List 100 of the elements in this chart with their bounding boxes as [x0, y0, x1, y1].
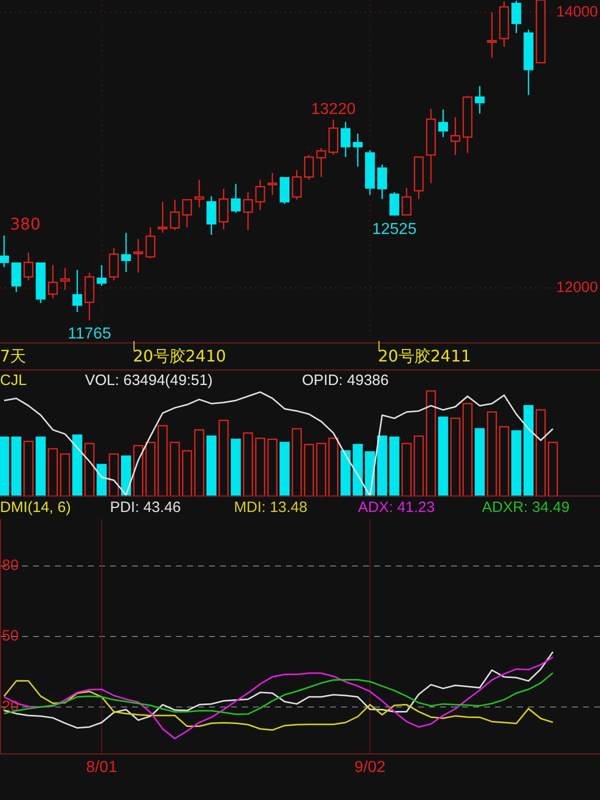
text: ADX: 41.23 — [358, 498, 435, 516]
bar — [230, 438, 241, 497]
annotation: 380 — [10, 214, 41, 234]
candlestick — [72, 269, 82, 313]
bar — [536, 409, 546, 497]
candlestick — [206, 196, 216, 236]
text: MDI: 13.48 — [234, 498, 308, 516]
candlestick — [438, 108, 448, 138]
candlestick — [60, 267, 70, 291]
candlestick — [0, 234, 10, 268]
text: OPID: 49386 — [302, 372, 389, 389]
bar — [304, 444, 314, 497]
text: 7天 — [0, 346, 26, 366]
annotation: 12525 — [372, 220, 417, 238]
candlestick — [146, 226, 156, 259]
bar — [316, 442, 326, 497]
text: VOL: 63494(49:51) — [85, 372, 213, 389]
bar — [474, 428, 485, 497]
candlestick — [11, 262, 22, 293]
bar — [292, 428, 302, 497]
bar — [438, 416, 448, 497]
chart-title: DMI(14, 6) — [0, 498, 71, 516]
candlestick — [267, 172, 278, 196]
candlestick — [340, 121, 350, 158]
bar — [145, 442, 156, 497]
bar — [158, 425, 168, 497]
y-tick-label: 14000 — [556, 3, 598, 20]
bar — [328, 438, 338, 497]
candlestick — [474, 85, 485, 114]
candlestick — [450, 116, 460, 156]
candlestick — [170, 199, 180, 231]
bar — [340, 450, 351, 497]
bar — [377, 436, 388, 497]
annotation: 11765 — [68, 325, 112, 343]
text: ADXR: 34.49 — [482, 498, 570, 516]
bar — [84, 442, 95, 497]
line-series — [3, 656, 554, 740]
text: PDI: 43.46 — [110, 498, 181, 516]
text: 20号胶2411 — [378, 346, 472, 366]
candlestick — [304, 154, 314, 180]
candlestick — [389, 192, 400, 216]
y-tick-label: 12000 — [556, 278, 598, 296]
bar — [426, 390, 436, 497]
candlestick — [402, 187, 412, 216]
candlestick — [352, 132, 363, 168]
bar — [194, 429, 204, 497]
bar — [48, 448, 58, 497]
bar — [133, 444, 144, 497]
candlestick — [511, 0, 522, 34]
candlestick — [218, 188, 229, 230]
bar — [218, 420, 229, 497]
bar — [414, 436, 424, 497]
bar — [182, 450, 192, 497]
bar — [352, 444, 363, 497]
candlestick — [48, 264, 58, 299]
bar — [255, 438, 266, 497]
bar — [96, 464, 107, 497]
bar — [523, 405, 534, 497]
bar — [548, 442, 558, 497]
bar — [511, 430, 522, 497]
bar — [0, 436, 10, 497]
chart-title: CJL — [0, 372, 27, 389]
candlestick — [243, 192, 253, 231]
bar — [206, 436, 216, 497]
candlestick — [487, 12, 497, 59]
candlestick — [182, 199, 192, 228]
candlestick — [255, 179, 266, 211]
x-tick-label: 8/01 — [86, 759, 118, 776]
candlestick — [230, 183, 241, 214]
line-series — [3, 680, 554, 731]
text: 20号胶2410 — [133, 346, 226, 366]
bar — [11, 436, 22, 497]
bar — [170, 442, 180, 497]
candlestick — [377, 164, 388, 200]
bar — [499, 426, 510, 497]
bar — [450, 418, 460, 497]
line-series — [3, 672, 554, 716]
bar — [72, 434, 82, 497]
y-tick-label: 80 — [2, 556, 19, 574]
bar — [462, 402, 473, 497]
candlestick — [133, 238, 144, 274]
bar — [486, 411, 497, 497]
candlestick — [194, 179, 204, 208]
bar — [23, 440, 34, 497]
y-tick-label: 50 — [2, 627, 19, 644]
bar — [267, 438, 278, 497]
candlestick — [121, 232, 131, 273]
x-tick-label: 9/02 — [354, 759, 386, 776]
candlestick — [292, 169, 302, 200]
bar — [389, 436, 400, 497]
line-series — [3, 651, 554, 729]
bar — [242, 432, 254, 497]
candlestick — [108, 247, 119, 281]
candlestick — [24, 252, 34, 281]
bar — [60, 453, 70, 497]
bar — [402, 442, 412, 497]
bar — [36, 436, 46, 497]
bar — [108, 453, 119, 497]
candlestick — [96, 264, 107, 286]
annotation: 13220 — [311, 101, 356, 118]
